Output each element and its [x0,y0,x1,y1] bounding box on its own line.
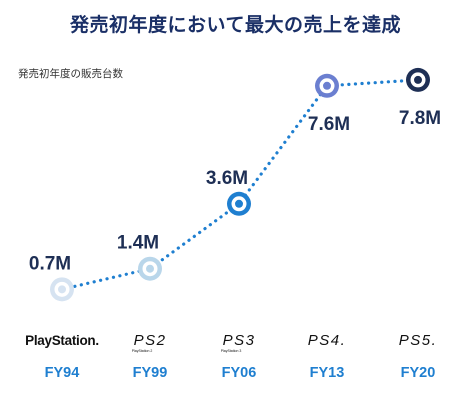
value-label-fy06: 3.6M [206,168,248,189]
product-logo-4: PS4. [308,332,347,349]
data-point-fy06 [227,191,251,216]
value-label-fy13: 7.6M [308,114,350,135]
product-sublabel-3: PlayStation 3 [221,349,242,353]
data-point-fy94 [50,277,74,302]
product-logo-1: PlayStation. [25,333,99,348]
data-point-fy20 [406,67,430,92]
value-label-fy94: 0.7M [29,253,71,274]
category-label-fy13: FY13 [310,365,345,381]
chart-subtitle: 発売初年度の販売台数 [18,68,123,80]
value-label-fy20: 7.8M [399,108,441,129]
data-point-fy99 [138,256,162,281]
category-label-fy94: FY94 [45,365,80,381]
product-logo-2: PS2 [134,332,167,349]
product-logo-3: PS3 [223,332,256,349]
series-line [60,78,420,291]
product-sublabel-2: PlayStation 2 [132,349,153,353]
chart-title: 発売初年度において最大の売上を達成 [70,14,401,36]
category-label-fy20: FY20 [401,365,436,381]
value-label-fy99: 1.4M [117,233,159,254]
product-logo-5: PS5. [399,332,438,349]
data-point-fy13 [315,73,339,98]
category-label-fy99: FY99 [133,365,168,381]
category-label-fy06: FY06 [222,365,257,381]
